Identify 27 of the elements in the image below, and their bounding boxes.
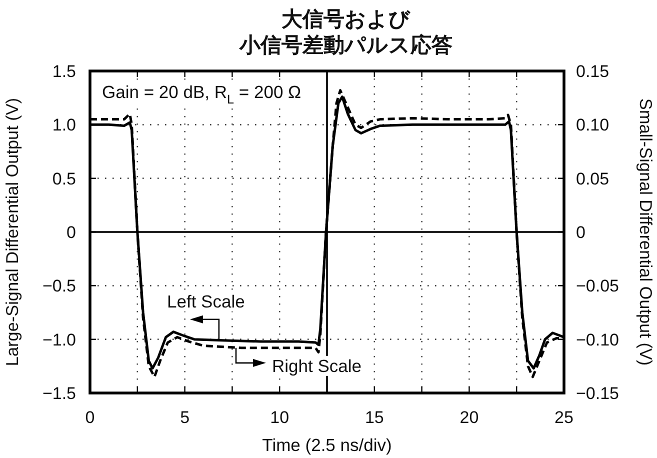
y2-tick-label: −0.15: [576, 384, 620, 403]
x-tick-label: 0: [85, 408, 95, 427]
y-axis-title: Large-Signal Differential Output (V): [2, 98, 22, 366]
y2-tick-label: 0.15: [576, 62, 610, 81]
x-tick-label: 15: [364, 408, 384, 427]
y-tick-label: −1.0: [42, 330, 76, 350]
y-tick-label: 1.0: [52, 116, 76, 135]
annotation: Gain = 20 dB, R$_{L}$ = 200 Ω: [102, 82, 302, 106]
y2-axis-title: Small-Signal Differential Output (V): [636, 98, 656, 366]
y2-tick-label: 0: [576, 223, 586, 242]
y-tick-label: −1.5: [42, 384, 76, 403]
y-tick-label: 1.5: [52, 62, 76, 81]
x-tick-label: 20: [460, 408, 479, 427]
chart-title: 大信号および小信号差動パルス応答: [238, 8, 452, 57]
x-axis-title: Time (2.5 ns/div): [262, 435, 392, 455]
y-tick-label: 0.5: [52, 169, 76, 188]
x-tick-label: 25: [554, 408, 574, 427]
y2-tick-label: 0.05: [576, 169, 610, 188]
x-tick-label: 10: [270, 408, 290, 427]
annotation: Left Scale: [167, 291, 245, 312]
x-tick-label: 5: [180, 408, 190, 427]
y-tick-label: −0.5: [42, 276, 76, 296]
y2-tick-label: −0.10: [576, 330, 620, 350]
y2-tick-label: 0.10: [576, 116, 610, 135]
y-tick-label: 0: [66, 223, 76, 242]
y2-tick-label: −0.05: [576, 276, 620, 296]
annotation: Right Scale: [272, 356, 362, 376]
